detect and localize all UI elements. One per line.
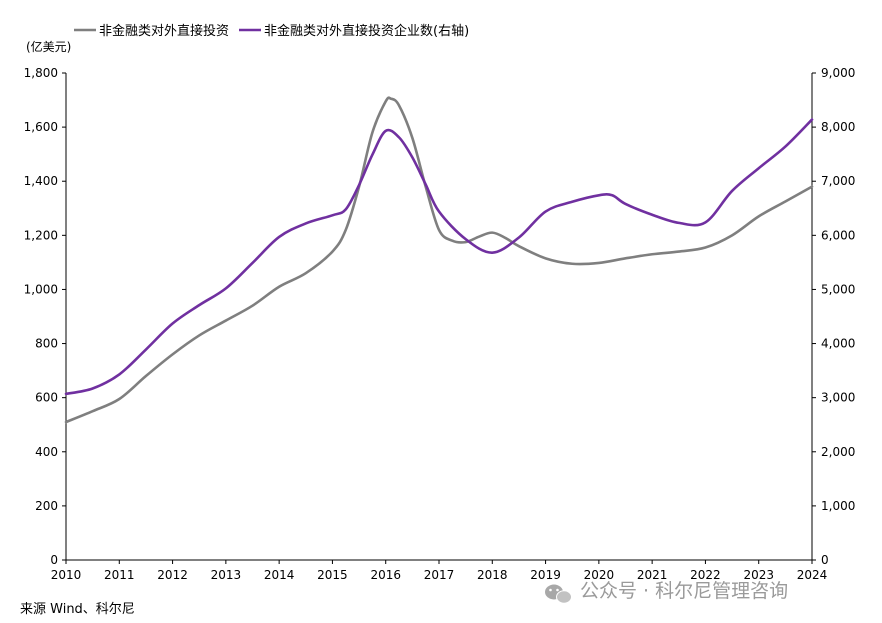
watermark: 公众号 · 科尔尼管理咨询	[545, 580, 788, 604]
x-tick-label: 2012	[157, 568, 188, 582]
series-layer	[64, 96, 814, 424]
x-tick-label: 2010	[51, 568, 82, 582]
series-line-enterprise-count	[64, 118, 814, 396]
x-tick-label: 2013	[211, 568, 242, 582]
x-tick-label: 2016	[370, 568, 401, 582]
x-tick-label: 2018	[477, 568, 508, 582]
x-tick-label: 2021	[637, 568, 668, 582]
y-right-tick-label: 0	[821, 553, 829, 567]
y-left-tick-label: 200	[35, 499, 58, 513]
y-right-tick-label: 8,000	[821, 120, 855, 134]
wechat-icon	[545, 584, 572, 604]
y-axis-unit-label: (亿美元)	[26, 39, 71, 54]
ticks: 0 200 400 600 800 1,000 1,200 1,400 1,600 1,800 0 1…	[24, 66, 856, 582]
x-tick-label: 2024	[797, 568, 828, 582]
x-tick-label: 2023	[743, 568, 774, 582]
y-left-tick-label: 1,800	[24, 66, 58, 80]
legend-label-series-1: 非金融类对外直接投资	[99, 23, 229, 39]
y-left-tick-label: 0	[50, 553, 58, 567]
x-tick-label: 2017	[424, 568, 455, 582]
source-note: 来源 Wind、科尔尼	[20, 602, 135, 617]
x-tick-label: 2020	[584, 568, 615, 582]
watermark-text: 公众号 · 科尔尼管理咨询	[580, 580, 788, 602]
x-tick-label: 2014	[264, 568, 295, 582]
x-tick-label: 2022	[690, 568, 721, 582]
y-left-tick-label: 600	[35, 391, 58, 405]
y-left-tick-label: 800	[35, 337, 58, 351]
legend-label-series-2: 非金融类对外直接投资企业数(右轴)	[264, 23, 469, 39]
y-left-tick-label: 400	[35, 445, 58, 459]
series-line-investment	[64, 96, 814, 424]
x-tick-label: 2011	[104, 568, 135, 582]
y-right-tick-label: 1,000	[821, 499, 855, 513]
y-left-tick-label: 1,000	[24, 282, 58, 296]
y-right-tick-label: 4,000	[821, 337, 855, 351]
y-right-tick-label: 6,000	[821, 228, 855, 242]
legend: 非金融类对外直接投资 非金融类对外直接投资企业数(右轴)	[74, 23, 469, 39]
x-tick-label: 2019	[530, 568, 561, 582]
y-right-tick-label: 3,000	[821, 391, 855, 405]
y-left-tick-label: 1,600	[24, 120, 58, 134]
x-tick-label: 2015	[317, 568, 348, 582]
y-right-tick-label: 9,000	[821, 66, 855, 80]
y-left-tick-label: 1,200	[24, 228, 58, 242]
y-right-tick-label: 5,000	[821, 282, 855, 296]
y-right-tick-label: 7,000	[821, 174, 855, 188]
axes	[65, 73, 813, 561]
y-left-tick-label: 1,400	[24, 174, 58, 188]
y-right-tick-label: 2,000	[821, 445, 855, 459]
